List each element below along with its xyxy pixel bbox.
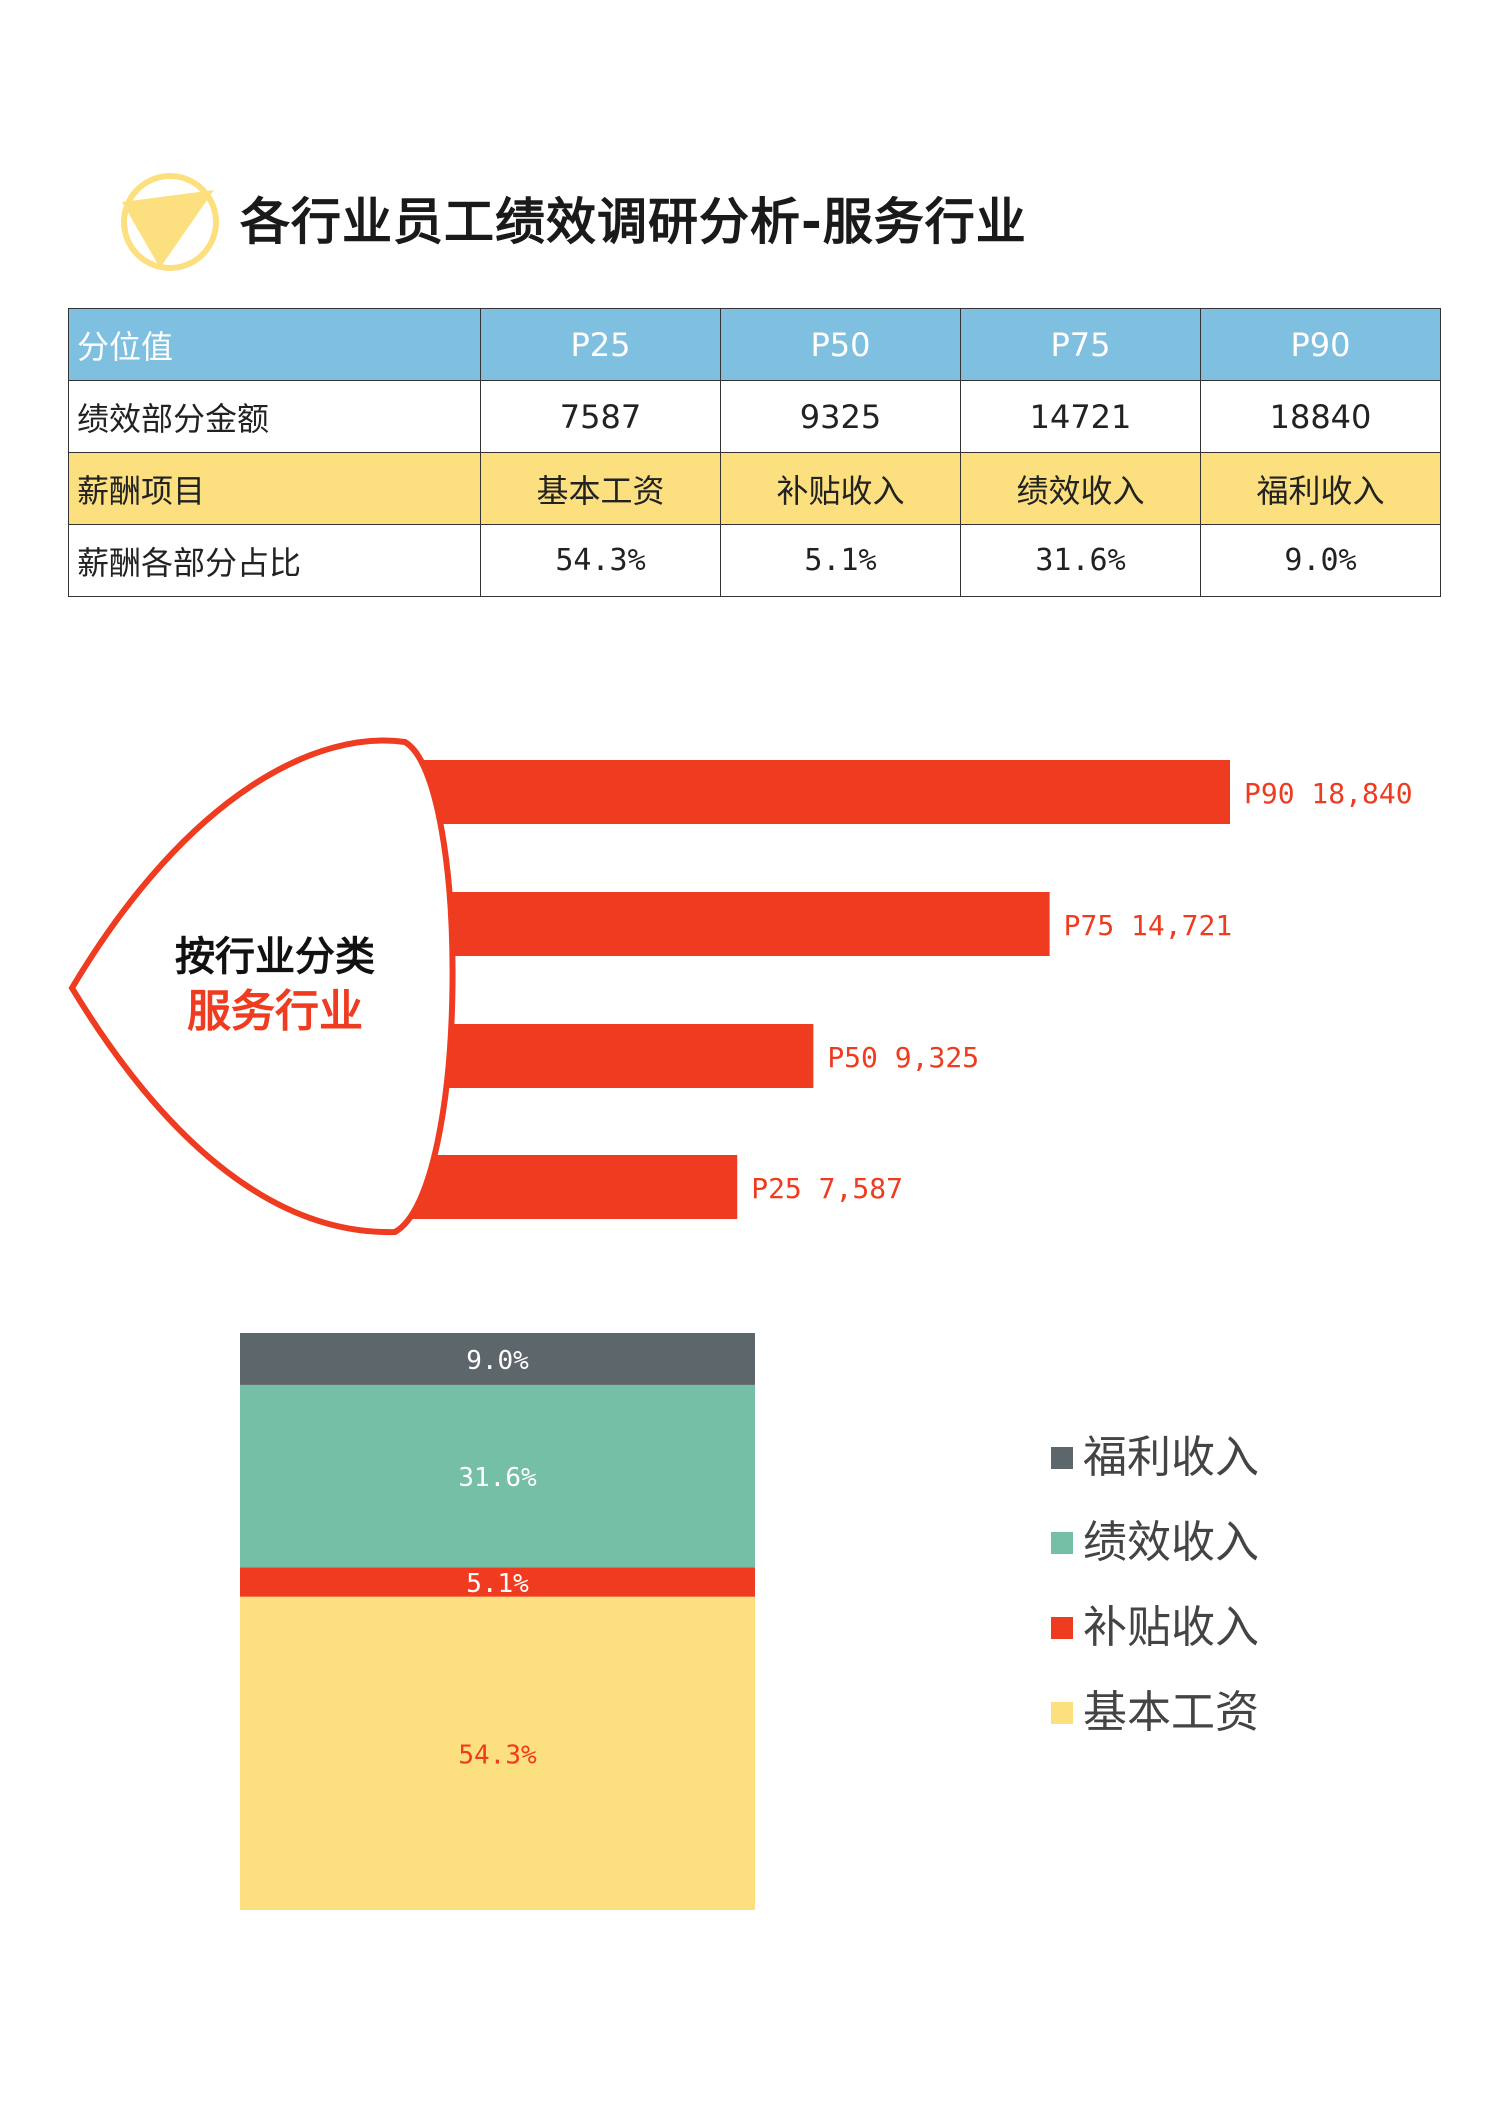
table-row: 薪酬项目 基本工资 补贴收入 绩效收入 福利收入 xyxy=(68,452,1441,525)
bar xyxy=(405,760,1230,824)
page-title: 各行业员工绩效调研分析-服务行业 xyxy=(240,193,1027,251)
table-cell: 5.1% xyxy=(720,524,961,597)
badge-line1: 按行业分类 xyxy=(175,934,375,980)
legend-label: 绩效收入 xyxy=(1083,1517,1259,1568)
table-row: 绩效部分金额 7587 9325 14721 18840 xyxy=(68,380,1441,453)
table-cell: 绩效部分金额 xyxy=(68,380,481,453)
table-cell: 薪酬各部分占比 xyxy=(68,524,481,597)
table-cell: 18840 xyxy=(1200,380,1441,453)
bar-data-label: P90 18,840 xyxy=(1244,777,1413,810)
salary-composition-stacked-bar: 54.3% 5.1% 31.6% 9.0% xyxy=(240,1333,755,1910)
stack-segment xyxy=(240,1567,755,1597)
bar xyxy=(405,892,1050,956)
stack-data-label: 31.6% xyxy=(458,1463,537,1493)
triangle-logo-icon xyxy=(121,173,219,271)
badge-line2: 服务行业 xyxy=(187,986,363,1037)
legend-label: 福利收入 xyxy=(1083,1432,1259,1483)
table-cell: 薪酬项目 xyxy=(68,452,481,525)
bar xyxy=(405,1024,814,1088)
table-cell: 福利收入 xyxy=(1200,452,1441,525)
table-cell: 7587 xyxy=(480,380,721,453)
legend-swatch xyxy=(1051,1447,1073,1469)
legend-label: 基本工资 xyxy=(1083,1687,1259,1738)
bar-data-label: P25 7,587 xyxy=(751,1172,903,1205)
stack-segment xyxy=(240,1384,755,1568)
stack-data-label: 5.1% xyxy=(466,1569,529,1599)
bar-data-label: P50 9,325 xyxy=(827,1041,979,1074)
legend-swatch xyxy=(1051,1532,1073,1554)
service-industry-badge-shape xyxy=(68,737,456,1236)
legend-swatch xyxy=(1051,1617,1073,1639)
stack-segment xyxy=(240,1596,755,1910)
bar-data-label: P75 14,721 xyxy=(1064,909,1233,942)
table-cell: P25 xyxy=(480,308,721,381)
salary-stats-table: 分位值 P25 P50 P75 P90 绩效部分金额 7587 9325 147… xyxy=(68,308,1441,597)
legend-label: 补贴收入 xyxy=(1083,1602,1259,1653)
legend-swatch xyxy=(1051,1702,1073,1724)
stack-segment xyxy=(240,1333,755,1385)
table-cell: 补贴收入 xyxy=(720,452,961,525)
table-cell: P50 xyxy=(720,308,961,381)
table-row: 薪酬各部分占比 54.3% 5.1% 31.6% 9.0% xyxy=(68,524,1441,597)
bar xyxy=(405,1155,738,1219)
table-cell: 9.0% xyxy=(1200,524,1441,597)
table-cell: 分位值 xyxy=(68,308,481,381)
table-cell: 14721 xyxy=(960,380,1201,453)
table-row: 分位值 P25 P50 P75 P90 xyxy=(68,308,1441,381)
table-cell: 31.6% xyxy=(960,524,1201,597)
table-cell: P75 xyxy=(960,308,1201,381)
table-cell: 绩效收入 xyxy=(960,452,1201,525)
table-cell: 基本工资 xyxy=(480,452,721,525)
table-cell: 54.3% xyxy=(480,524,721,597)
stack-data-label: 9.0% xyxy=(466,1346,529,1376)
percentile-bar-chart: P90 18,840 P75 14,721 P50 9,325 P25 7,587 xyxy=(405,760,1413,1219)
stack-data-label: 54.3% xyxy=(458,1740,537,1770)
